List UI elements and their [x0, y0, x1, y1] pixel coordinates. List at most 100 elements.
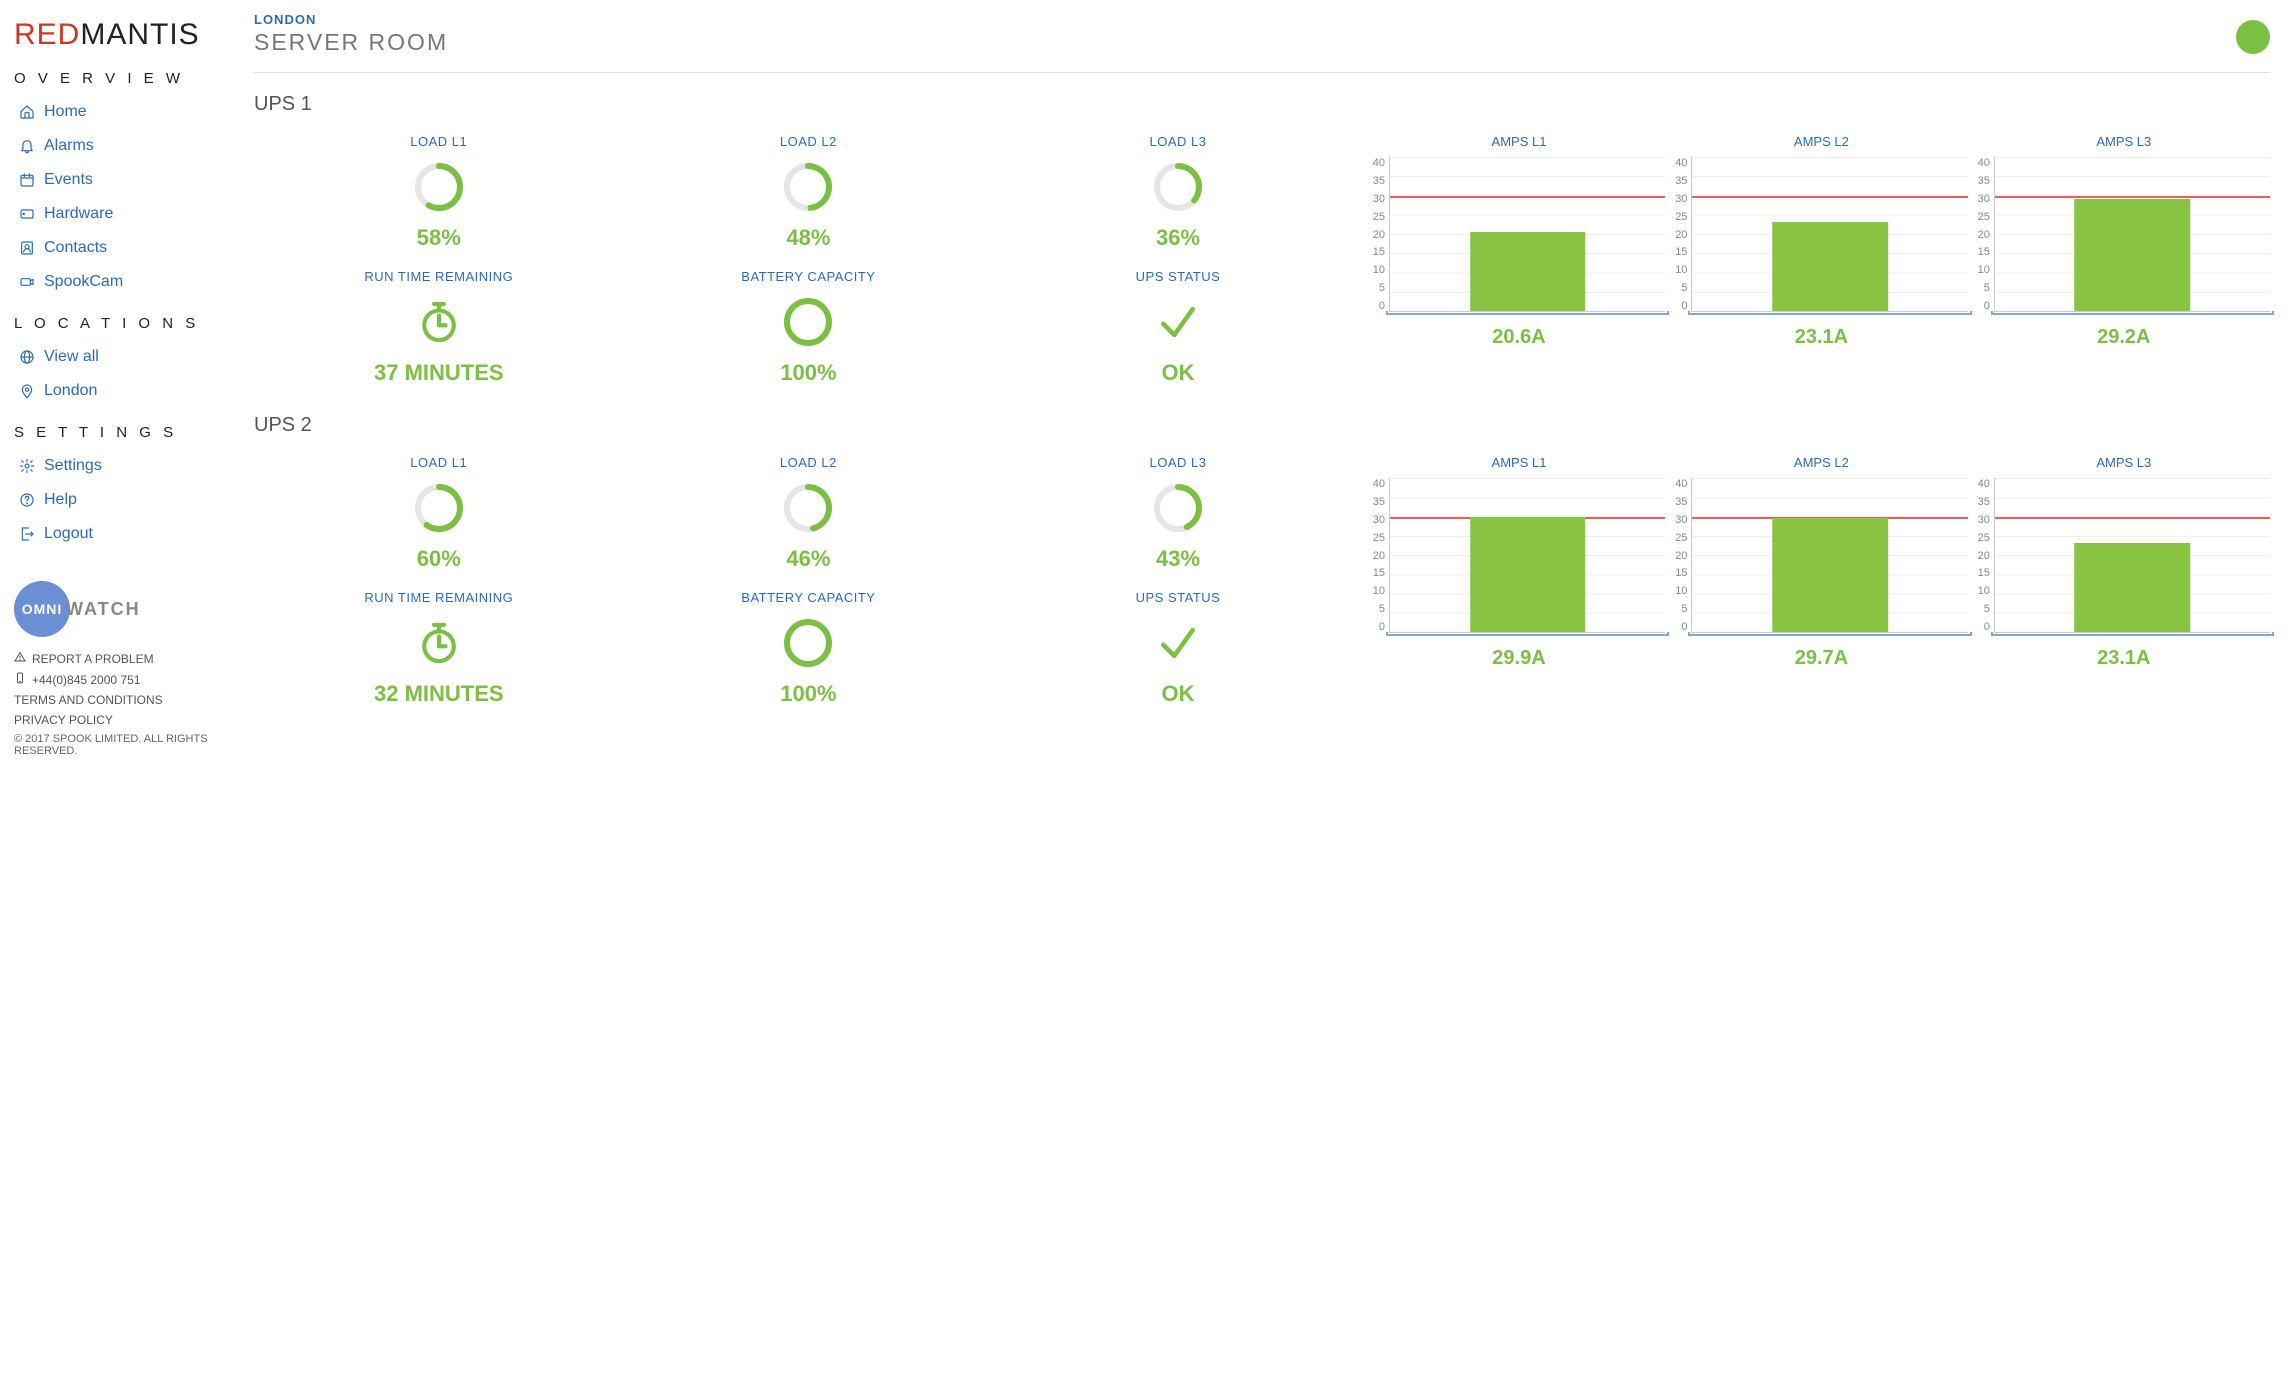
sidebar-item-help[interactable]: Help — [14, 483, 216, 517]
baseline — [1688, 632, 1971, 636]
sidebar-item-label: Help — [44, 491, 77, 509]
bar-value: 23.1A — [1675, 326, 1967, 349]
warning-icon — [14, 651, 26, 666]
metric-value: OK — [993, 681, 1363, 707]
y-axis: 4035302520151050 — [1675, 478, 1691, 633]
sidebar-item-label: Settings — [44, 457, 102, 475]
bar-value: 20.6A — [1373, 326, 1665, 349]
bar-label: AMPS L1 — [1373, 134, 1665, 149]
bar-value: 29.9A — [1373, 647, 1665, 670]
device-icon — [18, 205, 36, 223]
gear-icon — [18, 457, 36, 475]
status-metric: UPS STATUS OK — [993, 269, 1363, 386]
sidebar: REDMANTIS O V E R V I E W Home Alarms Ev… — [0, 0, 230, 1376]
baseline — [1991, 311, 2274, 315]
metric-label: RUN TIME REMAINING — [254, 269, 624, 284]
bar — [1772, 222, 1888, 311]
bar-chart: 4035302520151050 — [1978, 157, 2270, 312]
ups-block-1: UPS 1 LOAD L1 58% LOAD L2 48% LOAD L3 36… — [254, 93, 2270, 386]
phone-label: +44(0)845 2000 751 — [32, 673, 140, 687]
brand-mantis: MANTIS — [80, 18, 199, 51]
sidebar-item-label: Hardware — [44, 205, 113, 223]
sidebar-item-spookcam[interactable]: SpookCam — [14, 265, 216, 299]
logout-icon — [18, 525, 36, 543]
bar-plot — [1389, 478, 1665, 633]
metric-value: 46% — [624, 546, 994, 572]
status-indicator — [2236, 20, 2270, 54]
report-problem-label: REPORT A PROBLEM — [32, 652, 154, 666]
bar-chart: 4035302520151050 — [1675, 157, 1967, 312]
battery-metric: BATTERY CAPACITY 100% — [624, 590, 994, 707]
metric-label: LOAD L1 — [254, 455, 624, 470]
globe-icon — [18, 348, 36, 366]
report-problem-link[interactable]: REPORT A PROBLEM — [14, 651, 216, 666]
metric-value: 37 MINUTES — [254, 360, 624, 386]
sidebar-item-label: Alarms — [44, 137, 94, 155]
metric-label: RUN TIME REMAINING — [254, 590, 624, 605]
gauge-icon — [254, 159, 624, 215]
header: LONDON SERVER ROOM — [254, 0, 2270, 73]
metric-label: LOAD L3 — [993, 134, 1363, 149]
metric-label: UPS STATUS — [993, 590, 1363, 605]
bar-value: 23.1A — [1978, 647, 2270, 670]
bar-chart: 4035302520151050 — [1373, 478, 1665, 633]
metric-label: LOAD L2 — [624, 455, 994, 470]
bar-label: AMPS L3 — [1978, 455, 2270, 470]
metric-label: LOAD L2 — [624, 134, 994, 149]
bar-chart: 4035302520151050 — [1373, 157, 1665, 312]
sidebar-item-events[interactable]: Events — [14, 163, 216, 197]
clock-icon — [254, 615, 624, 671]
sidebar-item-home[interactable]: Home — [14, 95, 216, 129]
sidebar-item-label: Contacts — [44, 239, 107, 257]
sidebar-item-london[interactable]: London — [14, 374, 216, 408]
nav-title-settings: S E T T I N G S — [14, 424, 216, 441]
y-axis: 4035302520151050 — [1978, 157, 1994, 312]
sidebar-item-hardware[interactable]: Hardware — [14, 197, 216, 231]
load-gauge-l1: LOAD L1 60% — [254, 455, 624, 572]
bar-chart: 4035302520151050 — [1675, 478, 1967, 633]
calendar-icon — [18, 171, 36, 189]
contacts-icon — [18, 239, 36, 257]
pin-icon — [18, 382, 36, 400]
threshold-line — [1692, 196, 1967, 198]
omni-circle: OMNI — [14, 581, 70, 637]
bar-plot — [1994, 478, 2270, 633]
sidebar-item-view-all[interactable]: View all — [14, 340, 216, 374]
camera-icon — [18, 273, 36, 291]
sidebar-item-label: SpookCam — [44, 273, 123, 291]
gauge-icon — [993, 159, 1363, 215]
bar-value: 29.7A — [1675, 647, 1967, 670]
sidebar-item-settings[interactable]: Settings — [14, 449, 216, 483]
runtime-metric: RUN TIME REMAINING 32 MINUTES — [254, 590, 624, 707]
sidebar-item-label: Home — [44, 103, 87, 121]
sidebar-item-logout[interactable]: Logout — [14, 517, 216, 551]
sidebar-item-alarms[interactable]: Alarms — [14, 129, 216, 163]
bar-label: AMPS L2 — [1675, 134, 1967, 149]
bar-label: AMPS L2 — [1675, 455, 1967, 470]
ups-block-2: UPS 2 LOAD L1 60% LOAD L2 46% LOAD L3 43… — [254, 414, 2270, 707]
ups-title: UPS 1 — [254, 93, 2270, 116]
bar — [2075, 543, 2191, 632]
threshold-line — [1390, 196, 1665, 198]
phone-icon — [14, 672, 26, 687]
y-axis: 4035302520151050 — [1978, 478, 1994, 633]
breadcrumb: LONDON SERVER ROOM — [254, 12, 448, 56]
gauge-icon — [624, 159, 994, 215]
phone-line: +44(0)845 2000 751 — [14, 672, 216, 687]
check-icon — [993, 615, 1363, 671]
battery-ring-icon — [624, 615, 994, 671]
bar-label: AMPS L3 — [1978, 134, 2270, 149]
bar — [1772, 518, 1888, 632]
metric-value: 100% — [624, 360, 994, 386]
metric-label: BATTERY CAPACITY — [624, 590, 994, 605]
load-gauge-l3: LOAD L3 43% — [993, 455, 1363, 572]
privacy-link[interactable]: PRIVACY POLICY — [14, 713, 216, 727]
sidebar-item-contacts[interactable]: Contacts — [14, 231, 216, 265]
sidebar-item-label: London — [44, 382, 97, 400]
header-location[interactable]: LONDON — [254, 12, 448, 27]
omni-watch-text: WATCH — [66, 599, 141, 620]
bar-plot — [1691, 157, 1967, 312]
metric-label: LOAD L3 — [993, 455, 1363, 470]
bar — [2075, 199, 2191, 311]
terms-link[interactable]: TERMS AND CONDITIONS — [14, 693, 216, 707]
